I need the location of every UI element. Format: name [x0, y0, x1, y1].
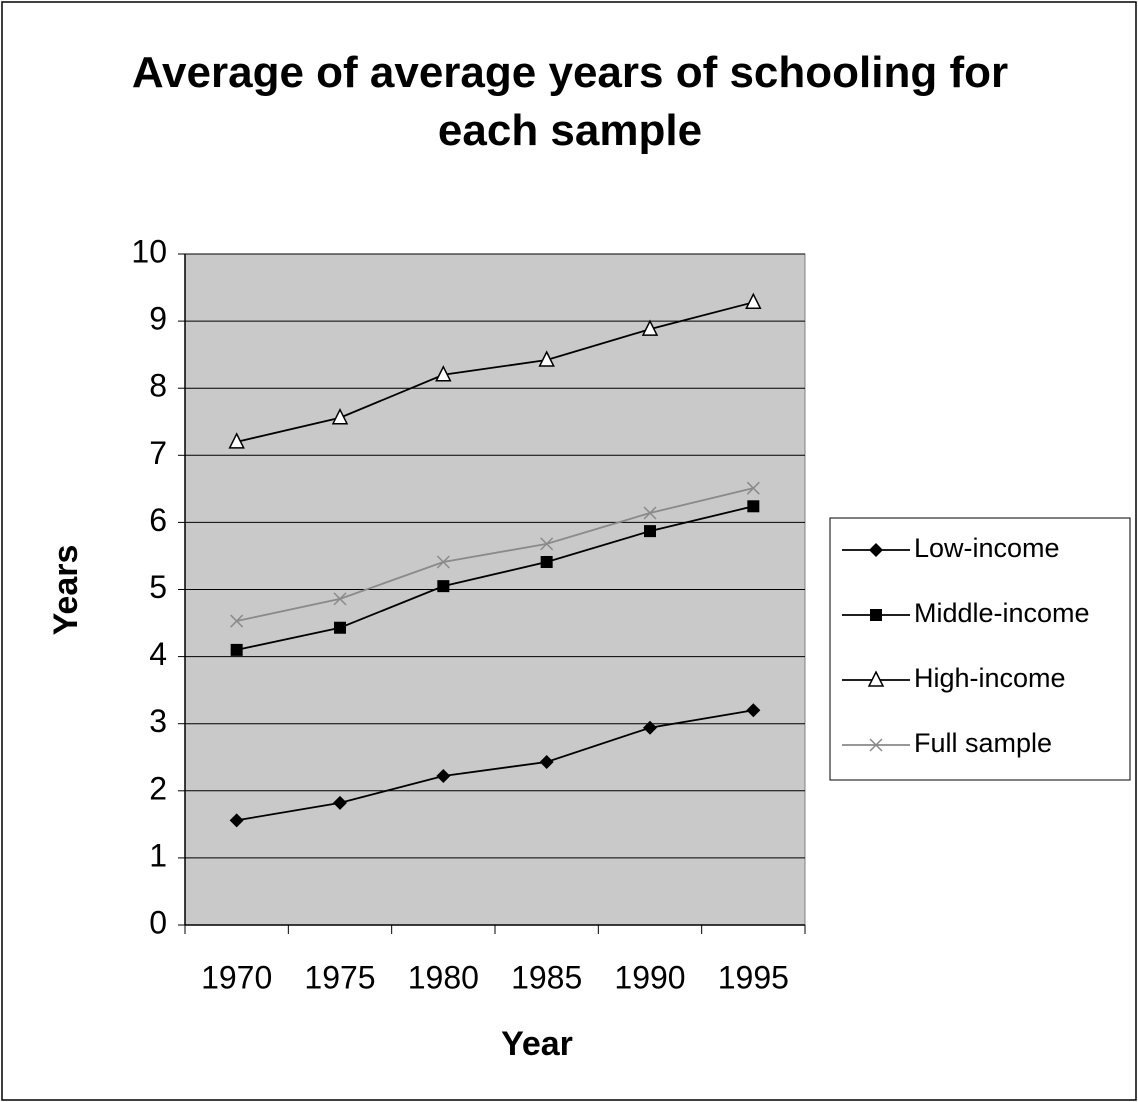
marker: [229, 813, 244, 828]
marker: [331, 408, 349, 425]
x-tick-label: 1995: [718, 959, 789, 995]
y-axis-title: Years: [47, 545, 85, 636]
y-tick-label: 7: [149, 435, 167, 471]
marker: [641, 319, 659, 336]
legend-label: High-income: [914, 663, 1066, 693]
x-tick-label: 1980: [408, 959, 479, 995]
marker: [644, 525, 656, 538]
marker: [437, 580, 450, 593]
marker: [643, 720, 657, 735]
x-tick-label: 1970: [201, 959, 272, 995]
y-tick-label: 4: [149, 636, 167, 672]
marker: [870, 609, 882, 621]
y-tick-label: 9: [149, 301, 167, 337]
marker: [643, 506, 657, 520]
marker: [867, 670, 885, 687]
marker: [538, 350, 555, 367]
y-tick-label: 10: [131, 233, 167, 269]
marker: [745, 292, 762, 310]
y-tick-label: 1: [149, 837, 167, 873]
x-tick-label: 1975: [304, 959, 375, 995]
y-tick-label: 8: [149, 368, 167, 404]
marker: [435, 365, 452, 382]
y-tick-label: 0: [149, 904, 167, 940]
y-tick-label: 5: [149, 569, 167, 605]
legend: Low-income Middle-income High-income Full s…: [829, 517, 1131, 781]
chart-title: Average of average years of schooling fo…: [131, 48, 1009, 155]
marker: [540, 537, 554, 551]
marker: [747, 500, 760, 513]
legend-label: Middle-income: [914, 598, 1090, 628]
marker: [334, 621, 346, 634]
marker: [746, 481, 760, 495]
marker: [228, 432, 245, 449]
y-tick-label: 6: [149, 502, 167, 538]
series-line: [236, 709, 754, 822]
series-line: [236, 487, 754, 622]
marker: [436, 555, 450, 569]
marker: [230, 614, 244, 628]
x-axis-title: Year: [501, 1025, 573, 1063]
legend-box: [829, 517, 1131, 781]
legend-label: Low-income: [914, 533, 1060, 563]
marker: [869, 543, 883, 557]
y-tick-label: 3: [149, 703, 167, 739]
series-line: [236, 301, 754, 443]
marker: [333, 795, 347, 810]
y-tick-label: 2: [149, 770, 167, 806]
series-line: [236, 505, 754, 651]
marker: [869, 738, 883, 752]
x-tick-label: 1990: [614, 959, 685, 995]
legend-label: Full sample: [914, 728, 1052, 758]
marker: [436, 769, 451, 784]
marker: [540, 555, 553, 568]
marker: [746, 703, 761, 718]
marker: [333, 592, 347, 606]
marker: [539, 754, 554, 769]
marker: [230, 643, 243, 656]
x-tick-label: 1985: [511, 959, 582, 995]
